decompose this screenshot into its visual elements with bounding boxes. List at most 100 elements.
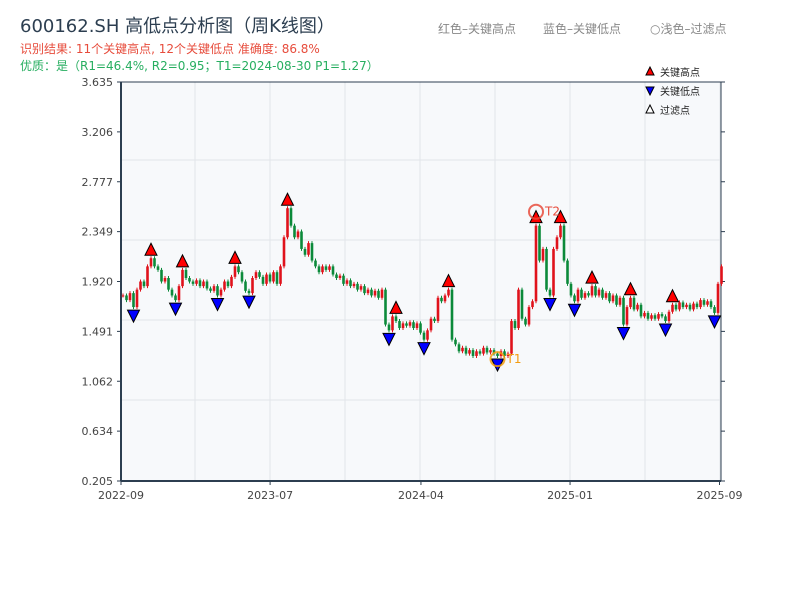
candle xyxy=(527,307,531,325)
candle xyxy=(153,258,156,267)
candle xyxy=(293,225,296,238)
candle xyxy=(328,266,331,270)
candle xyxy=(583,293,587,298)
candle xyxy=(482,347,485,354)
candle xyxy=(485,347,489,353)
key-high-marker xyxy=(529,209,543,224)
legend-key-low-icon xyxy=(645,86,655,97)
candle xyxy=(629,297,632,308)
candle xyxy=(128,293,132,301)
key-high-marker xyxy=(441,273,456,288)
candle xyxy=(265,274,268,284)
candle xyxy=(702,300,706,305)
candle xyxy=(170,289,174,296)
candle xyxy=(646,312,650,319)
candle xyxy=(447,289,450,296)
candle xyxy=(422,332,426,340)
candle xyxy=(394,316,398,322)
candle xyxy=(608,293,611,302)
candle xyxy=(216,286,219,296)
candle xyxy=(415,323,419,329)
candle xyxy=(678,302,681,310)
candle xyxy=(163,278,167,282)
key-high-marker xyxy=(623,281,638,296)
candle xyxy=(142,281,146,287)
candle xyxy=(254,272,258,279)
candle xyxy=(580,289,583,298)
key-high-marker xyxy=(585,270,599,284)
candle xyxy=(517,289,520,329)
candle xyxy=(289,208,293,226)
candle xyxy=(639,304,643,317)
candle xyxy=(573,295,576,302)
candle xyxy=(671,304,674,312)
key-high-marker xyxy=(389,300,403,314)
candle xyxy=(223,281,226,290)
candle xyxy=(513,321,517,329)
y-tick-label: 2.777 xyxy=(82,176,114,189)
candle xyxy=(405,323,408,326)
candle xyxy=(615,295,618,305)
candle xyxy=(335,274,338,279)
candle xyxy=(366,289,370,294)
candle xyxy=(716,283,720,313)
candle xyxy=(489,350,492,353)
candle xyxy=(534,225,538,302)
x-tick-label: 2022-09 xyxy=(98,489,144,502)
candle xyxy=(279,266,282,284)
x-tick-label: 2025-01 xyxy=(547,489,593,502)
candle xyxy=(569,283,573,296)
candle xyxy=(419,323,422,333)
candle xyxy=(618,297,622,305)
candle xyxy=(664,316,667,322)
key-low-marker xyxy=(567,303,582,318)
candle xyxy=(219,289,223,296)
candle xyxy=(524,318,527,325)
key-high-marker xyxy=(280,192,295,206)
result-summary: 识别结果: 11个关键高点, 12个关键低点 准确度: 86.8% xyxy=(20,42,320,56)
candle xyxy=(188,278,191,282)
candle xyxy=(338,275,342,279)
x-tick-label: 2023-07 xyxy=(247,489,293,502)
key-high-marker xyxy=(665,288,680,303)
candle xyxy=(160,269,163,282)
candle xyxy=(408,322,412,326)
y-tick-label: 2.349 xyxy=(82,226,114,239)
candle xyxy=(198,280,202,287)
key-low-marker xyxy=(126,309,141,324)
candle xyxy=(685,304,688,308)
candle xyxy=(650,315,653,319)
candle xyxy=(317,266,321,273)
y-tick-label: 0.205 xyxy=(82,475,114,488)
candle xyxy=(307,243,310,255)
y-tick-label: 1.062 xyxy=(82,375,114,388)
candle xyxy=(632,297,636,310)
candle xyxy=(555,237,559,249)
key-low-marker xyxy=(543,297,557,312)
y-tick-label: 1.491 xyxy=(82,325,114,338)
candle xyxy=(426,330,429,340)
candle xyxy=(667,311,671,322)
x-tick-label: 2024-04 xyxy=(398,489,444,502)
candle xyxy=(454,339,457,345)
candle xyxy=(202,281,205,287)
candle xyxy=(373,290,377,296)
candle xyxy=(695,303,699,308)
key-high-marker xyxy=(144,242,158,256)
candle xyxy=(324,266,328,270)
key-high-marker xyxy=(553,209,568,224)
candle xyxy=(412,322,415,329)
candle xyxy=(251,278,254,294)
candle xyxy=(342,275,345,284)
x-tick-label: 2025-09 xyxy=(697,489,743,502)
candle xyxy=(226,281,230,287)
key-high-marker xyxy=(228,250,242,264)
candle xyxy=(310,243,314,261)
candle xyxy=(356,283,359,290)
candle xyxy=(548,289,552,296)
candle xyxy=(139,281,142,290)
candle xyxy=(174,295,177,301)
legend-filtered-label: 过滤点 xyxy=(660,104,690,117)
key-low-marker xyxy=(242,295,256,310)
